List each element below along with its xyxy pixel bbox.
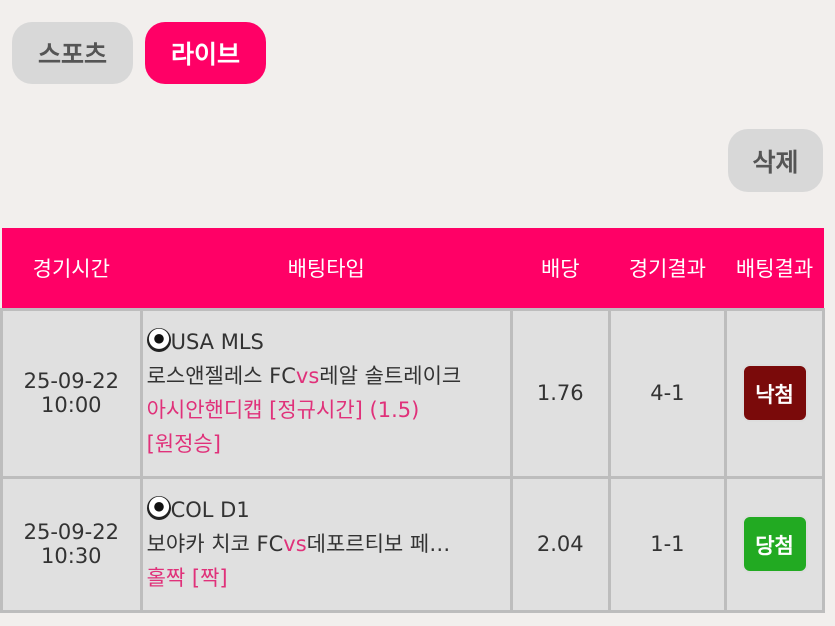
header-score: 경기결과 <box>609 228 726 310</box>
tab-sports[interactable]: 스포츠 <box>12 22 133 84</box>
score: 4-1 <box>607 307 728 479</box>
result-badge-win: 당첨 <box>741 515 808 573</box>
table-header: 경기시간 배팅타입 배당 경기결과 배팅결과 <box>1 228 824 310</box>
tab-live[interactable]: 라이브 <box>145 22 266 84</box>
bet-type-cell: COL D1 보야카 치코 FCvs데포르티보 페… 홀짝 [짝] <box>139 475 513 613</box>
odds: 1.76 <box>509 307 611 479</box>
vs-label: vs <box>295 364 320 388</box>
match-time: 25-09-22 10:00 <box>0 307 143 479</box>
away-team: 레알 솔트레이크 <box>319 364 462 388</box>
league: USA MLS <box>170 330 264 354</box>
bet-type: 아시안핸디캡 [정규시간] (1.5) <box>146 398 420 422</box>
table-row: 25-09-22 10:00 USA MLS 로스앤젤레스 FCvs레알 솔트레이… <box>0 307 825 479</box>
bet-pick: [짝] <box>191 566 228 590</box>
bet-type: 홀짝 <box>146 566 186 590</box>
header-result: 배팅결과 <box>725 228 824 310</box>
league: COL D1 <box>170 498 250 522</box>
away-team: 데포르티보 페… <box>306 532 451 556</box>
bet-type-cell: USA MLS 로스앤젤레스 FCvs레알 솔트레이크 아시안핸디캡 [정규시간… <box>139 307 513 479</box>
result-badge-lose: 낙첨 <box>741 364 808 422</box>
soccer-ball-icon <box>146 496 171 520</box>
match-time: 25-09-22 10:30 <box>0 475 143 613</box>
result-cell: 낙첨 <box>724 307 825 479</box>
delete-button[interactable]: 삭제 <box>728 129 823 192</box>
score: 1-1 <box>607 475 728 613</box>
bet-pick: [원정승] <box>146 432 221 456</box>
vs-label: vs <box>283 532 307 556</box>
header-odds: 배당 <box>511 228 610 310</box>
home-team: 로스앤젤레스 FC <box>146 364 296 388</box>
header-bet-type: 배팅타입 <box>141 228 512 310</box>
soccer-ball-icon <box>146 328 171 352</box>
table-row: 25-09-22 10:30 COL D1 보야카 치코 FCvs데포르티보 페…… <box>0 475 825 613</box>
bet-history-table: 경기시간 배팅타입 배당 경기결과 배팅결과 25-09-22 10:00 USA… <box>0 228 825 613</box>
odds: 2.04 <box>509 475 611 613</box>
home-team: 보야카 치코 FC <box>146 532 284 556</box>
header-time: 경기시간 <box>1 228 142 310</box>
result-cell: 당첨 <box>724 475 825 613</box>
